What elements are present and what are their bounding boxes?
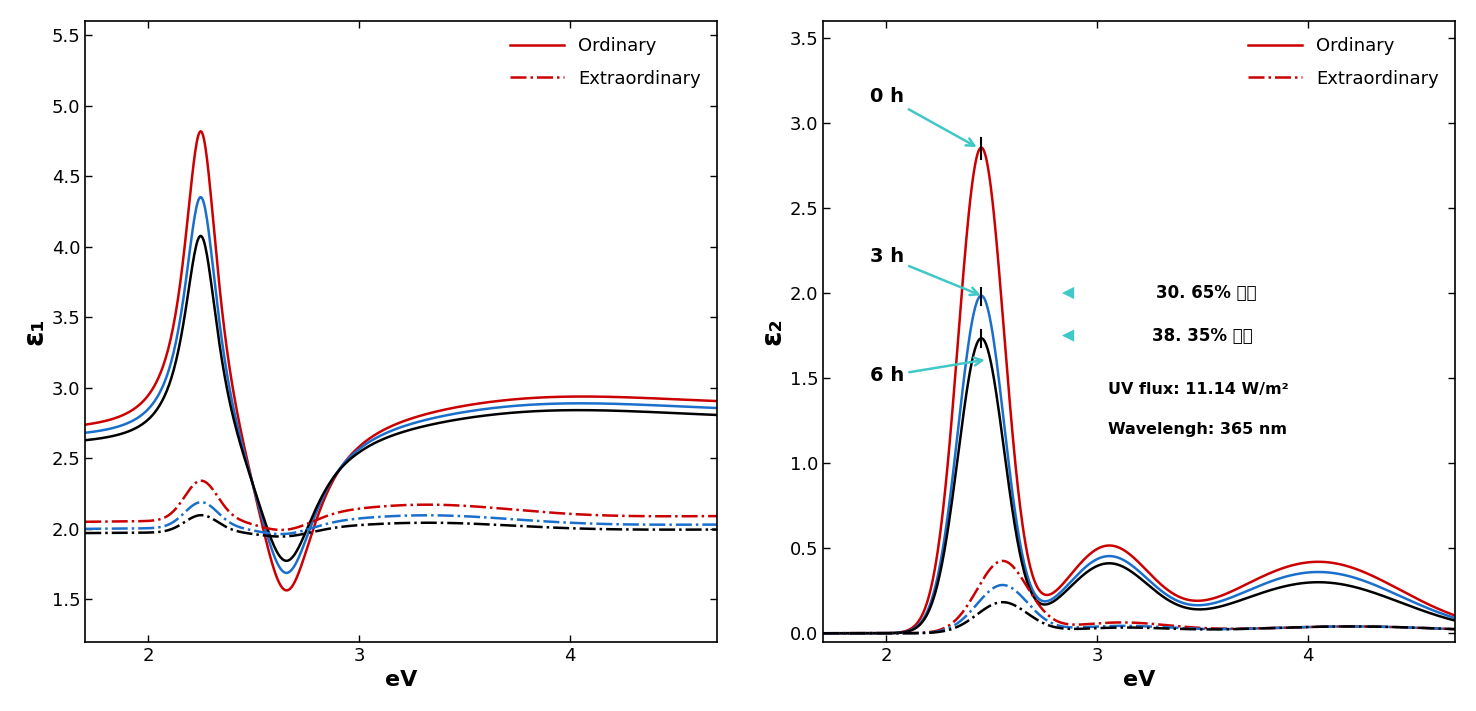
Text: 30. 65% 감소: 30. 65% 감소 [1156,284,1256,302]
Text: 38. 35% 감소: 38. 35% 감소 [1151,326,1253,345]
Legend: Ordinary, Extraordinary: Ordinary, Extraordinary [502,30,708,95]
Text: 0 h: 0 h [869,87,974,146]
Text: UV flux: 11.14 W/m²: UV flux: 11.14 W/m² [1107,383,1289,397]
Y-axis label: ε₂: ε₂ [759,318,787,345]
Text: 6 h: 6 h [869,358,982,385]
X-axis label: eV: eV [1123,670,1156,690]
X-axis label: eV: eV [385,670,418,690]
Y-axis label: ε₁: ε₁ [21,318,49,345]
Text: Wavelengh: 365 nm: Wavelengh: 365 nm [1107,422,1287,437]
Text: 3 h: 3 h [869,247,979,295]
Legend: Ordinary, Extraordinary: Ordinary, Extraordinary [1240,30,1446,95]
